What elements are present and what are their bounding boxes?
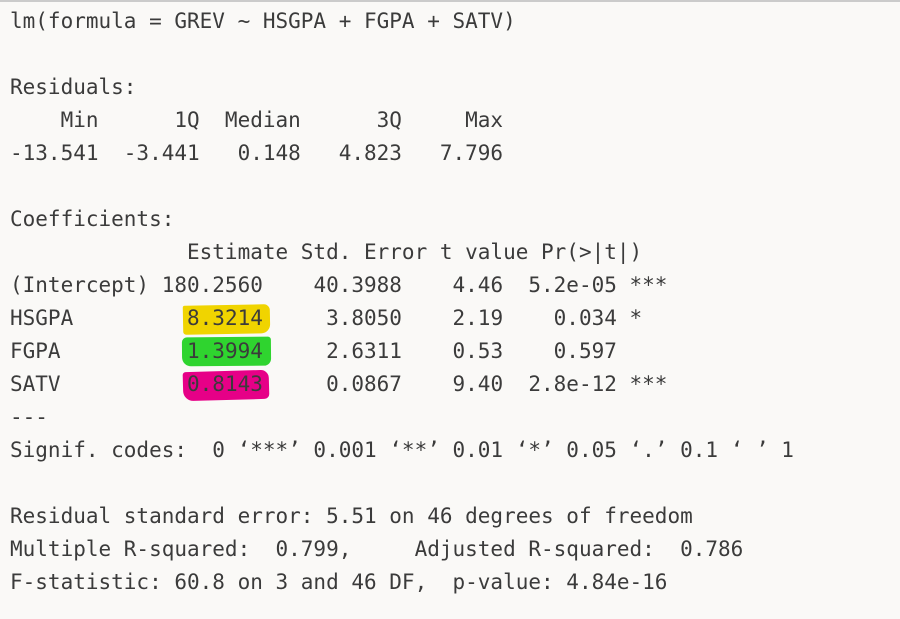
- coef-term-label: FGPA: [10, 339, 188, 363]
- coef-row-stats: 40.3988 4.46 5.2e-05 ***: [262, 273, 668, 297]
- coef-row-satv: SATV 0.8143 0.0867 9.40 2.8e-12 ***: [10, 368, 890, 401]
- r-squared-line: Multiple R-squared: 0.799, Adjusted R-sq…: [10, 537, 744, 561]
- coef-row-fgpa: FGPA 1.3994 2.6311 0.53 0.597: [10, 335, 890, 368]
- coef-estimate-value: 180.2560: [161, 273, 263, 297]
- coefficients-heading: Coefficients:: [10, 207, 175, 231]
- coef-row-stats: 3.8050 2.19 0.034 *: [262, 306, 643, 330]
- lm-call-line: lm(formula = GREV ~ HSGPA + FGPA + SATV): [10, 9, 516, 33]
- coef-table-header: Estimate Std. Error t value Pr(>|t|): [10, 240, 643, 264]
- signif-codes-line: Signif. codes: 0 ‘***’ 0.001 ‘**’ 0.01 ‘…: [10, 438, 794, 462]
- blank-line: [10, 38, 890, 71]
- coef-estimate-value-highlighted-yellow: 8.3214: [187, 306, 263, 330]
- residual-se-line: Residual standard error: 5.51 on 46 degr…: [10, 504, 693, 528]
- residuals-header-row: Min 1Q Median 3Q Max: [10, 108, 504, 132]
- blank-line: [10, 467, 890, 500]
- coef-term-label: (Intercept): [10, 273, 162, 297]
- separator-dashes: ---: [10, 405, 48, 429]
- coef-term-label: SATV: [10, 372, 188, 396]
- f-statistic-line: F-statistic: 60.8 on 3 and 46 DF, p-valu…: [10, 570, 668, 594]
- coef-row-intercept: (Intercept) 180.2560 40.3988 4.46 5.2e-0…: [10, 269, 890, 302]
- top-border: [0, 0, 900, 2]
- coef-row-stats: 0.0867 9.40 2.8e-12 ***: [262, 372, 668, 396]
- residuals-heading: Residuals:: [10, 75, 137, 99]
- coef-row-hsgpa: HSGPA 8.3214 3.8050 2.19 0.034 *: [10, 302, 890, 335]
- blank-line: [10, 170, 890, 203]
- residuals-values-row: -13.541 -3.441 0.148 4.823 7.796: [10, 141, 504, 165]
- coef-estimate-value-highlighted-magenta: 0.8143: [187, 372, 263, 396]
- coef-term-label: HSGPA: [10, 306, 188, 330]
- coef-estimate-value-highlighted-green: 1.3994: [187, 339, 263, 363]
- coef-row-stats: 2.6311 0.53 0.597: [262, 339, 617, 363]
- r-console-output: lm(formula = GREV ~ HSGPA + FGPA + SATV)…: [0, 2, 900, 599]
